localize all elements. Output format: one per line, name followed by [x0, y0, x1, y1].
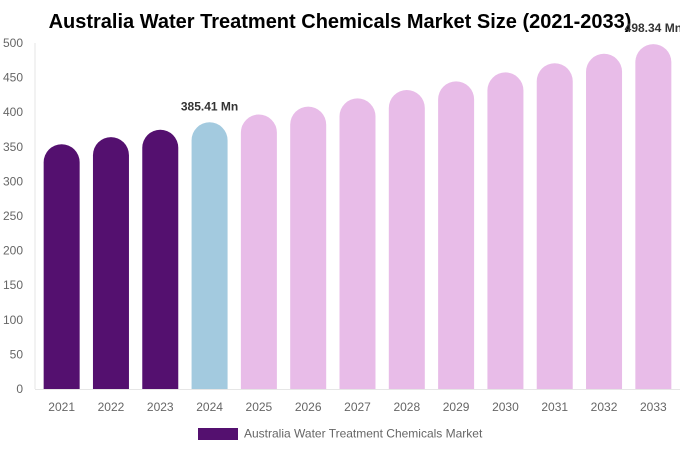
- x-tick-label: 2033: [640, 400, 667, 414]
- data-label: 498.34 Mn: [625, 21, 680, 35]
- y-tick-label: 0: [16, 382, 23, 396]
- legend-swatch: [198, 428, 238, 440]
- x-tick-label: 2027: [344, 400, 371, 414]
- x-tick-label: 2023: [147, 400, 174, 414]
- bar-2031[interactable]: [536, 63, 573, 390]
- chart-title: Australia Water Treatment Chemicals Mark…: [49, 11, 632, 33]
- y-tick-label: 50: [10, 347, 24, 361]
- x-tick-label: 2029: [443, 400, 470, 414]
- y-tick-label: 350: [3, 140, 23, 154]
- bar-2021[interactable]: [43, 144, 80, 389]
- x-tick-label: 2024: [196, 400, 223, 414]
- bar-2022[interactable]: [92, 137, 129, 389]
- y-tick-label: 450: [3, 71, 23, 85]
- y-tick-label: 250: [3, 209, 23, 223]
- y-tick-label: 100: [3, 313, 23, 327]
- bar-2033[interactable]: [635, 44, 672, 390]
- x-tick-label: 2025: [246, 400, 273, 414]
- x-tick-label: 2032: [591, 400, 618, 414]
- bar-2024[interactable]: [191, 122, 228, 390]
- bar-2029[interactable]: [438, 81, 475, 390]
- bar-2025[interactable]: [240, 114, 277, 389]
- y-tick-label: 200: [3, 244, 23, 258]
- bar-2032[interactable]: [586, 53, 623, 389]
- x-tick-label: 2031: [541, 400, 568, 414]
- bar-2027[interactable]: [339, 98, 376, 389]
- y-tick-label: 400: [3, 105, 23, 119]
- bar-2028[interactable]: [388, 89, 425, 389]
- x-tick-label: 2021: [48, 400, 75, 414]
- x-tick-label: 2026: [295, 400, 322, 414]
- x-tick-label: 2028: [393, 400, 420, 414]
- y-tick-label: 300: [3, 174, 23, 188]
- bar-2030[interactable]: [487, 72, 524, 389]
- legend-label[interactable]: Australia Water Treatment Chemicals Mark…: [244, 427, 483, 441]
- x-tick-label: 2030: [492, 400, 519, 414]
- bar-2026[interactable]: [290, 106, 327, 390]
- y-tick-label: 150: [3, 278, 23, 292]
- y-tick-label: 500: [3, 36, 23, 50]
- data-label: 385.41 Mn: [181, 99, 238, 113]
- x-tick-label: 2022: [98, 400, 125, 414]
- bar-2023[interactable]: [142, 129, 179, 389]
